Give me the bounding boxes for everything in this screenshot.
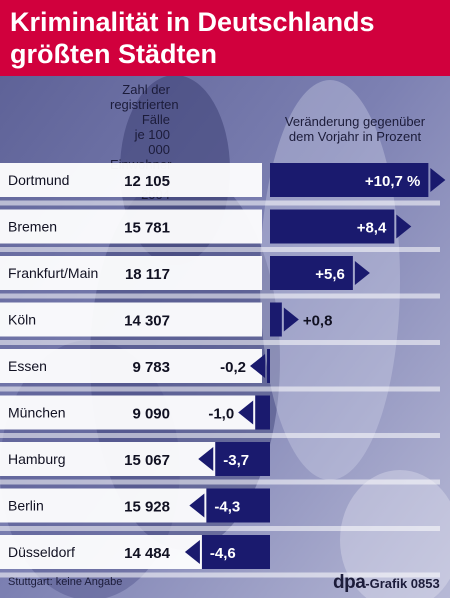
- table-row: [0, 209, 262, 244]
- change-label: +10,7 %: [365, 173, 420, 190]
- change-label: -4,3: [214, 499, 240, 516]
- cases-value: 15 781: [124, 220, 170, 237]
- dpa-logo: dpa: [333, 572, 366, 593]
- change-label: +0,8: [303, 313, 333, 330]
- table-row: [0, 349, 262, 383]
- change-bar: [201, 535, 270, 569]
- city-label: Köln: [8, 312, 36, 328]
- city-label: Frankfurt/Main: [8, 265, 98, 281]
- down-arrow: [238, 400, 254, 425]
- cases-value: 12 105: [124, 173, 170, 190]
- credit-text: -Grafik 0853: [365, 576, 440, 591]
- cases-value: 14 484: [124, 545, 171, 562]
- change-bar: [270, 163, 429, 197]
- change-bar: [270, 209, 395, 244]
- table-row: [0, 163, 262, 197]
- cases-value: 18 117: [125, 266, 170, 283]
- city-label: München: [8, 405, 66, 421]
- change-label: -3,7: [223, 452, 249, 469]
- cases-value: 9 783: [132, 359, 170, 376]
- source-credit: dpa-Grafik 0853: [333, 572, 440, 594]
- change-bar: [270, 302, 282, 337]
- change-bar: [206, 488, 270, 523]
- city-label: Berlin: [8, 498, 44, 514]
- down-arrow: [189, 493, 205, 518]
- cases-value: 15 067: [124, 452, 170, 469]
- down-arrow: [250, 354, 266, 378]
- footnote: Stuttgart: keine Angabe: [8, 576, 123, 588]
- chart-title: Kriminalität in Deutschlands größten Stä…: [10, 7, 375, 69]
- cases-value: 9 090: [132, 406, 170, 423]
- table-row: [0, 302, 262, 337]
- change-label: -1,0: [208, 406, 234, 423]
- city-label: Düsseldorf: [8, 544, 75, 560]
- table-row: [0, 256, 262, 290]
- change-bar: [267, 349, 270, 383]
- change-column-header: Veränderung gegenüber dem Vorjahr in Pro…: [284, 114, 426, 144]
- change-label: -0,2: [220, 359, 246, 376]
- change-bar: [215, 442, 270, 476]
- cases-value: 15 928: [124, 499, 170, 516]
- up-arrow: [283, 307, 299, 332]
- table-row: [0, 395, 262, 430]
- city-label: Bremen: [8, 219, 57, 235]
- city-label: Dortmund: [8, 172, 69, 188]
- cases-value: 14 307: [124, 313, 170, 330]
- down-arrow: [184, 540, 200, 564]
- change-bar: [270, 256, 353, 290]
- down-arrow: [198, 447, 214, 471]
- city-label: Hamburg: [8, 451, 66, 467]
- up-arrow: [430, 168, 446, 192]
- change-bar: [255, 395, 270, 430]
- city-label: Essen: [8, 358, 47, 374]
- up-arrow: [354, 261, 370, 285]
- change-label: -4,6: [210, 545, 236, 562]
- change-label: +5,6: [315, 266, 345, 283]
- title-banner: Kriminalität in Deutschlands größten Stä…: [0, 0, 450, 76]
- up-arrow: [396, 214, 412, 239]
- change-label: +8,4: [357, 220, 387, 237]
